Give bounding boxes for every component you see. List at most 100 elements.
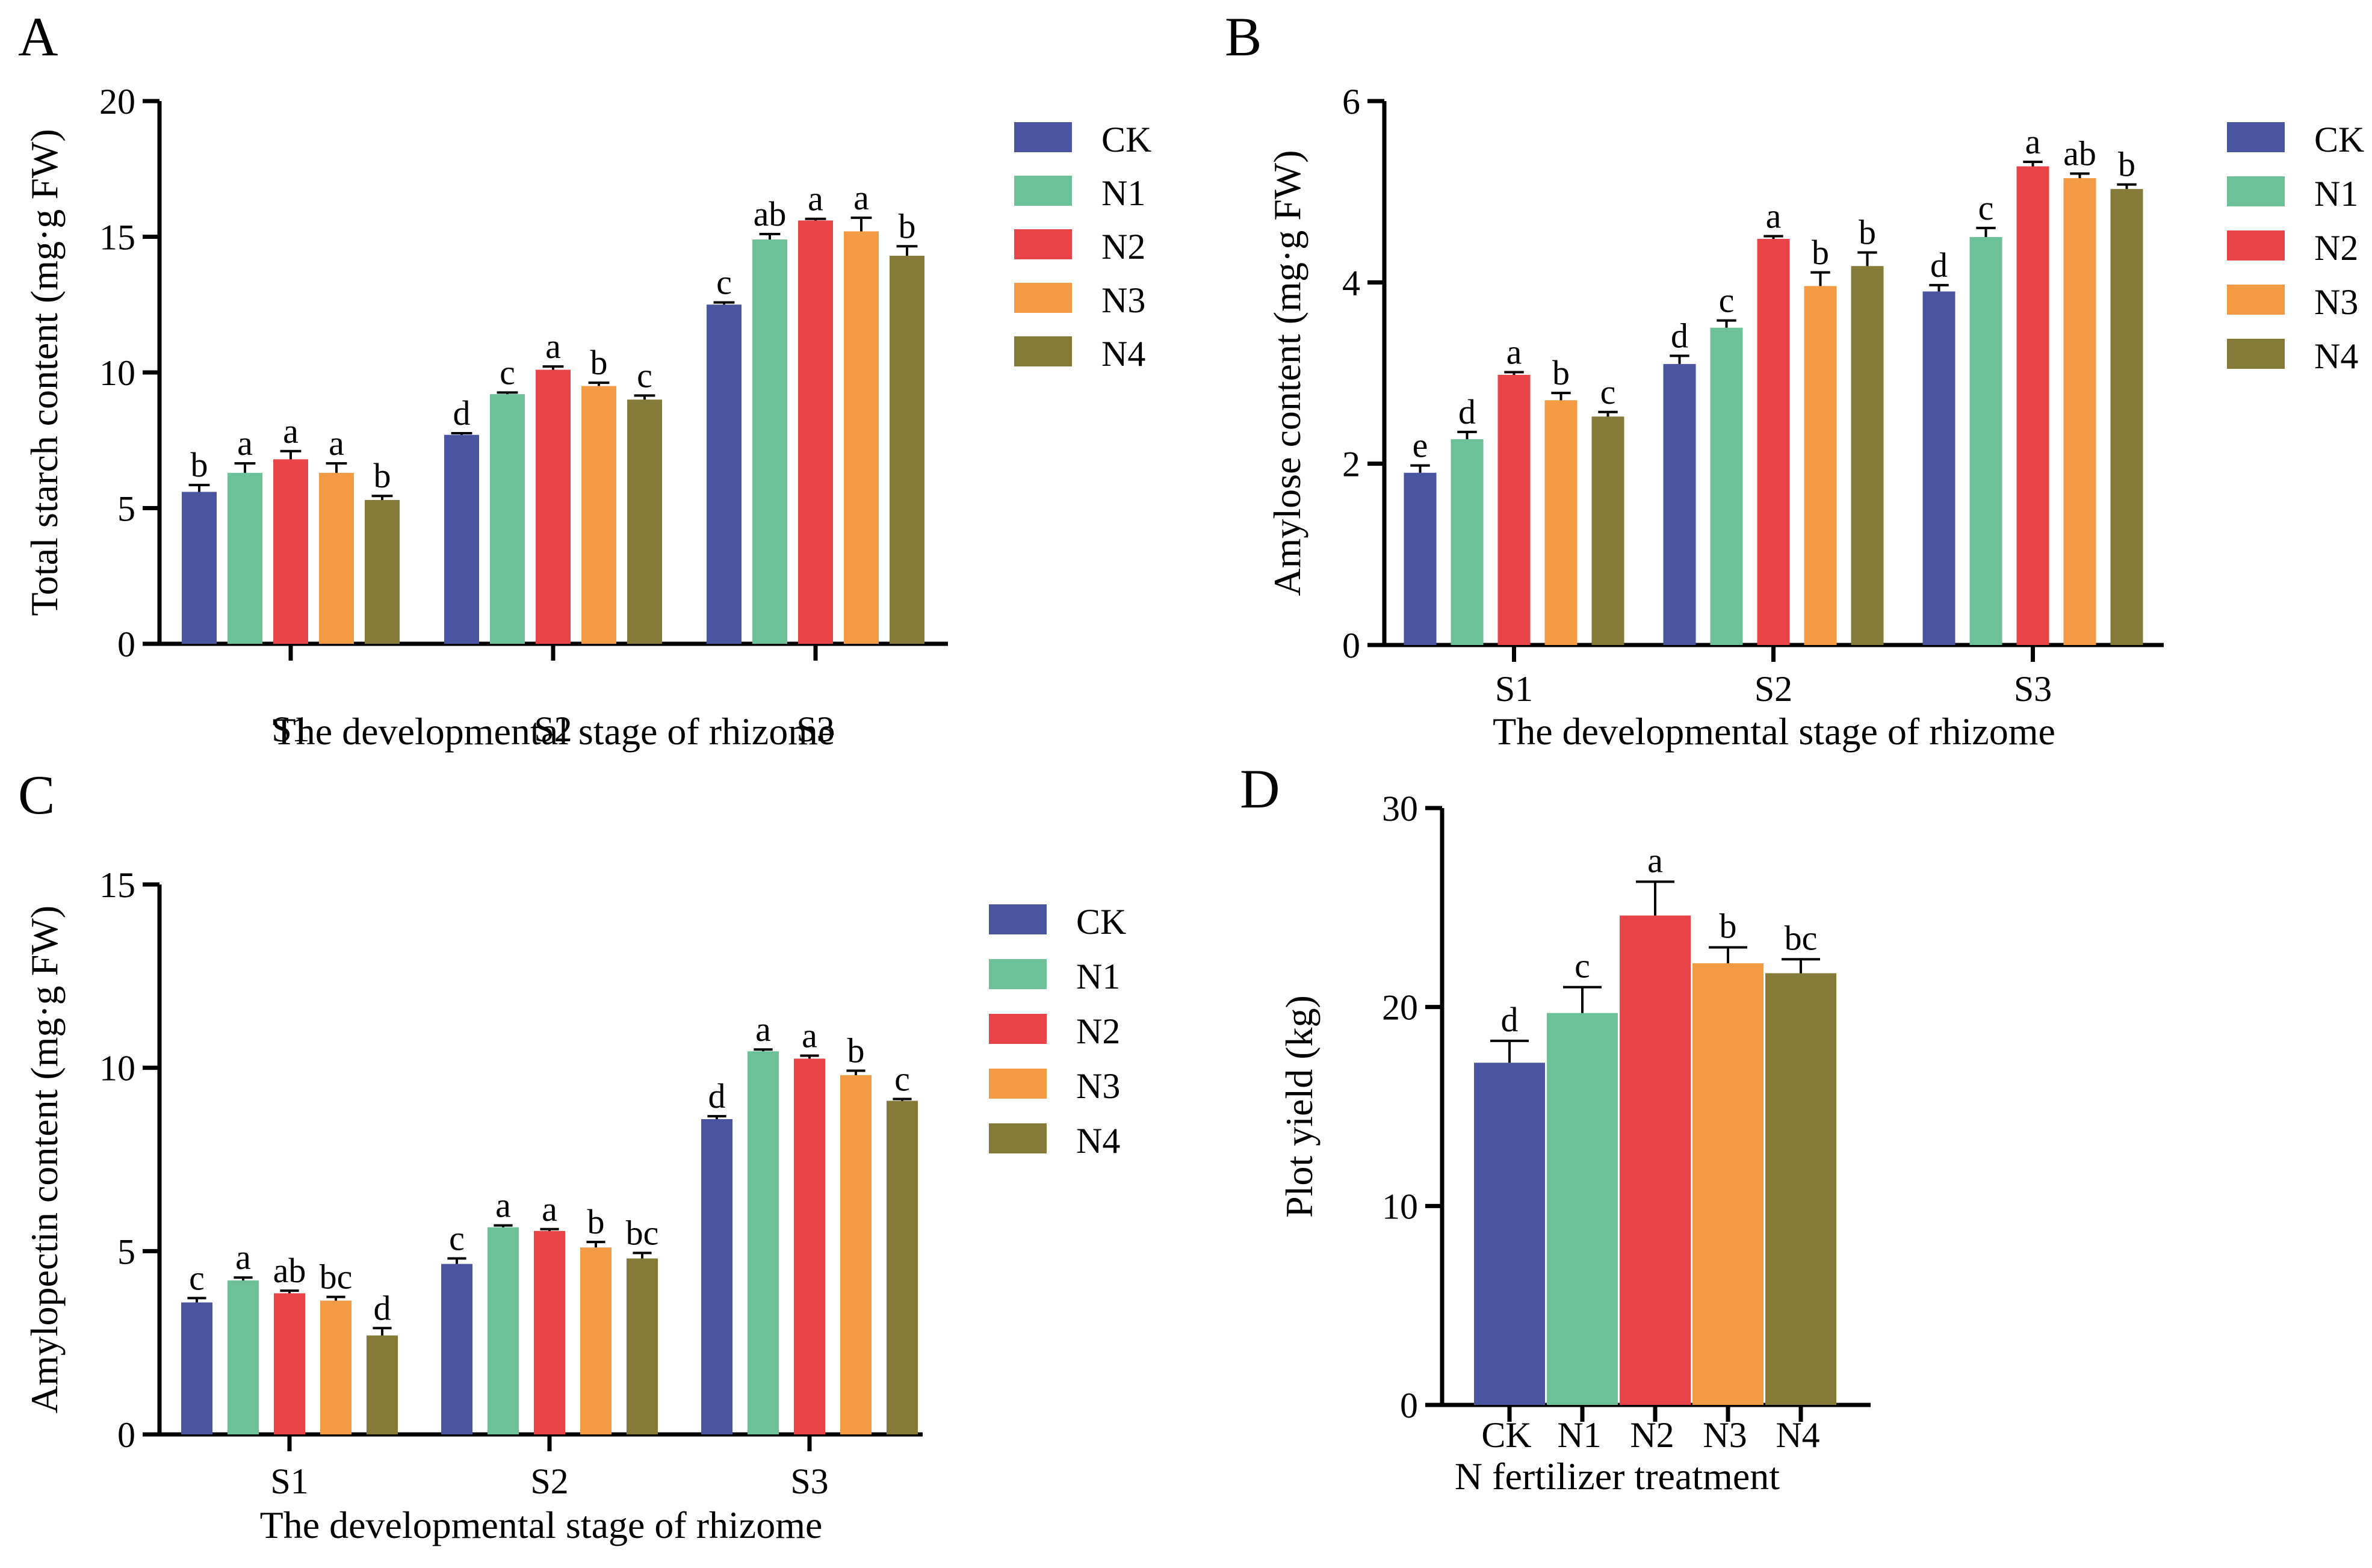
error-bar <box>1410 464 1430 473</box>
bar-n1-s1 <box>228 472 262 644</box>
y-tick-label: 5 <box>117 489 135 529</box>
significance-letter: a <box>545 327 561 366</box>
significance-letter: a <box>329 424 344 463</box>
bar-ck-s3 <box>1922 291 1956 645</box>
legend-label-n3: N3 <box>1076 1066 1120 1106</box>
error-bar <box>2117 183 2137 190</box>
legend-swatch-n2 <box>1014 229 1072 259</box>
bar-n1-s2 <box>490 394 525 644</box>
significance-letter: c <box>1719 281 1735 320</box>
bar-n2-s1 <box>273 459 308 644</box>
significance-letter: bc <box>320 1258 353 1297</box>
bar-n3-s2 <box>581 386 616 644</box>
error-bar <box>633 1252 652 1259</box>
significance-letter: b <box>1552 353 1570 392</box>
x-tick-label: N4 <box>1776 1415 1819 1455</box>
significance-letter: bc <box>1785 918 1818 957</box>
y-tick-label: 0 <box>117 1415 135 1455</box>
significance-letter: e <box>1413 426 1428 465</box>
error-bar <box>754 1048 773 1052</box>
panel-letter-b: B <box>1225 6 1262 67</box>
legend-swatch-n4 <box>1014 336 1072 366</box>
x-tick-label: S3 <box>2014 669 2052 709</box>
panel-letter-c: C <box>18 764 55 826</box>
y-tick-label: 20 <box>1382 988 1418 1028</box>
error-bar <box>447 1257 466 1264</box>
x-tick-label: S1 <box>1495 669 1533 709</box>
significance-letter: b <box>1720 906 1737 945</box>
significance-letter: a <box>1766 196 1782 235</box>
error-bar <box>451 432 472 435</box>
y-tick-label: 30 <box>1382 789 1418 829</box>
error-bar <box>586 1241 605 1248</box>
legend-label-n2: N2 <box>1076 1011 1120 1051</box>
panel-c: C 0 5 10 15 Amylopectin content (mg·g FW) The … <box>18 764 1126 1546</box>
significance-letter: a <box>2025 122 2041 161</box>
y-tick-label: 5 <box>117 1232 135 1271</box>
legend-swatch-n3 <box>1014 283 1072 313</box>
significance-letter: d <box>1671 316 1688 355</box>
x-tick-label: S1 <box>271 709 309 749</box>
significance-letter: a <box>802 1016 817 1055</box>
error-bar <box>1457 430 1477 439</box>
error-bar <box>800 1054 819 1059</box>
bar-n3-s1 <box>1544 400 1578 645</box>
bar-n3-s2 <box>580 1247 612 1434</box>
bar-n3 <box>1692 963 1764 1405</box>
error-bar <box>494 1224 513 1227</box>
significance-letter: c <box>1600 372 1616 412</box>
bar-n1-s1 <box>1451 439 1484 645</box>
bar-n4-s2 <box>1851 266 1884 645</box>
significance-letter: a <box>235 1238 251 1277</box>
legend-swatch-ck <box>2227 122 2285 152</box>
significance-letter: d <box>1930 245 1948 285</box>
bar-n1-s3 <box>752 239 787 644</box>
error-bar <box>1857 251 1877 267</box>
x-axis-label: The developmental stage of rhizome <box>273 710 835 753</box>
error-bar <box>2023 160 2043 167</box>
significance-letter: d <box>374 1288 391 1327</box>
significance-letter: b <box>899 206 916 245</box>
significance-letter: ab <box>273 1251 306 1290</box>
error-bar <box>371 495 393 500</box>
bar-n4-s3 <box>2110 189 2143 645</box>
x-axis-label: N fertilizer treatment <box>1455 1455 1780 1498</box>
significance-letter: a <box>237 424 253 463</box>
y-tick-label: 6 <box>1342 82 1360 122</box>
legend-swatch-n1 <box>2227 176 2285 206</box>
significance-letter: c <box>637 356 652 395</box>
x-axis-label: The developmental stage of rhizome <box>1493 710 2055 753</box>
bar-n4-s3 <box>890 256 924 644</box>
legend-label-n4: N4 <box>1101 334 1145 374</box>
significance-letter: c <box>449 1219 465 1258</box>
error-bar <box>540 1227 559 1231</box>
bar-n4-s2 <box>627 1258 658 1434</box>
x-tick-label: N1 <box>1557 1415 1601 1455</box>
bar-n2-s2 <box>1757 239 1790 646</box>
error-bar <box>1551 392 1571 401</box>
y-tick-label: 0 <box>1342 626 1360 665</box>
error-bar <box>1764 235 1783 239</box>
error-bar <box>1810 271 1830 286</box>
significance-letter: a <box>1647 841 1663 880</box>
significance-letter: a <box>495 1186 511 1225</box>
bar-n1-s3 <box>748 1051 779 1434</box>
error-bar <box>846 1069 866 1075</box>
bar-n2-s3 <box>2016 166 2049 646</box>
error-bar <box>1670 354 1689 364</box>
error-bar <box>1929 283 1949 292</box>
bar-n2-s3 <box>798 220 833 644</box>
error-bar <box>1636 880 1674 916</box>
x-axis-label: The developmental stage of rhizome <box>260 1504 823 1546</box>
legend-swatch-n1 <box>989 959 1047 989</box>
error-bar <box>1782 958 1820 974</box>
x-tick-label: S1 <box>270 1462 308 1501</box>
legend-swatch-ck <box>989 904 1047 934</box>
legend-swatch-n3 <box>989 1069 1047 1099</box>
y-axis-label: Total starch content (mg·g FW) <box>23 129 66 616</box>
bar-ck-s3 <box>707 304 742 644</box>
legend-label-ck: CK <box>1101 120 1151 159</box>
bar-n1-s1 <box>228 1280 259 1434</box>
error-bar <box>707 1115 726 1119</box>
bar-n2-s3 <box>794 1058 825 1434</box>
